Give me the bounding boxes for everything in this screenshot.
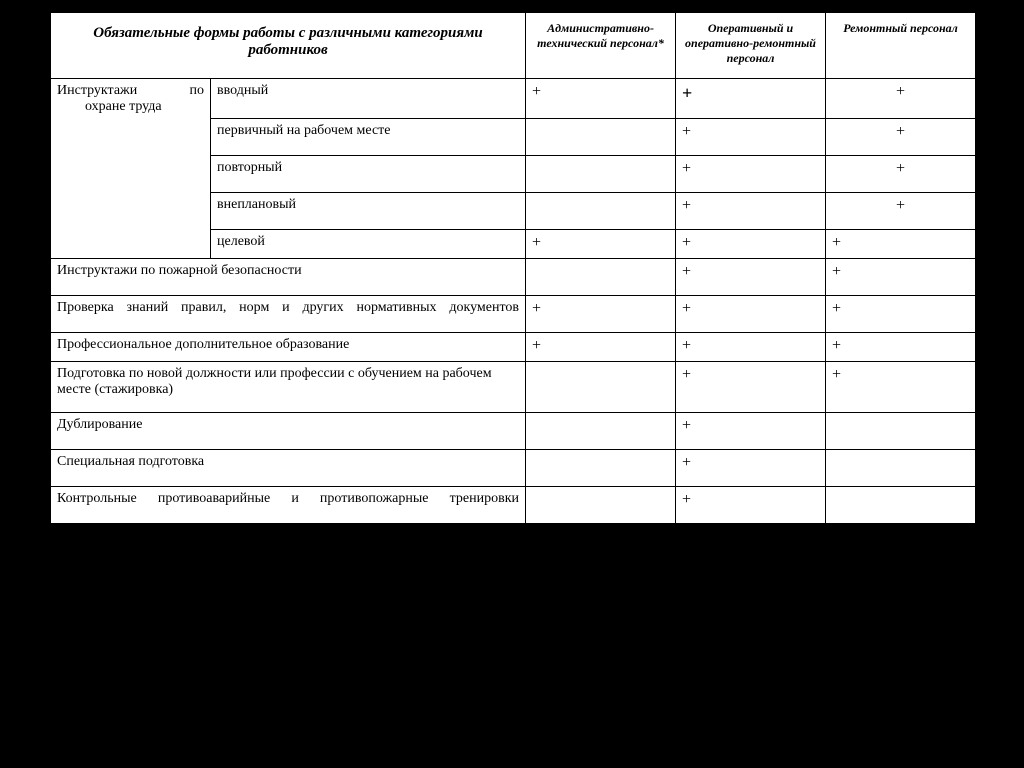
cell-label: Контрольные противоаварийные и противопо…: [51, 487, 526, 524]
header-col3: Административно-технический персонал*: [526, 13, 676, 79]
cell-mark: +: [526, 333, 676, 362]
cell-mark: [526, 450, 676, 487]
personnel-table: Обязательные формы работы с различными к…: [50, 12, 976, 524]
cell-sub: вводный: [211, 79, 526, 119]
cell-sub: повторный: [211, 156, 526, 193]
cell-label: Инструктажи по пожарной безопасности: [51, 259, 526, 296]
cell-mark: +: [826, 296, 976, 333]
table-row: Инструктажи по пожарной безопасности + +: [51, 259, 976, 296]
table-row: Инструктажи по охране труда вводный + + …: [51, 79, 976, 119]
cell-mark: +: [676, 487, 826, 524]
cell-label-text: Проверка знаний правил, норм и других но…: [57, 300, 519, 316]
cell-safety-briefings: Инструктажи по охране труда: [51, 79, 211, 259]
cell-mark: +: [676, 450, 826, 487]
cell-label: Специальная подготовка: [51, 450, 526, 487]
cell-label: Проверка знаний правил, норм и других но…: [51, 296, 526, 333]
cell-mark: +: [826, 119, 976, 156]
cell-sub: целевой: [211, 230, 526, 259]
cell-mark: +: [676, 333, 826, 362]
cell-mark: +: [676, 259, 826, 296]
cell-mark: +: [526, 296, 676, 333]
cell-mark: +: [526, 79, 676, 119]
header-col5: Ремонтный персонал: [826, 13, 976, 79]
cell-mark: +: [676, 230, 826, 259]
cell-mark: +: [676, 362, 826, 413]
cell-label-text: Подготовка по новой должности или профес…: [57, 366, 519, 398]
cell-label: Профессиональное дополнительное образова…: [51, 333, 526, 362]
label-line2: охране труда: [57, 99, 204, 115]
cell-mark: +: [826, 193, 976, 230]
cell-mark: [526, 119, 676, 156]
cell-sub: внеплановый: [211, 193, 526, 230]
cell-mark: +: [676, 193, 826, 230]
cell-mark: +: [826, 259, 976, 296]
header-main: Обязательные формы работы с различными к…: [51, 13, 526, 79]
cell-label: Подготовка по новой должности или профес…: [51, 362, 526, 413]
table-row: Контрольные противоаварийные и противопо…: [51, 487, 976, 524]
header-col4: Оперативный и оперативно-ремонтный персо…: [676, 13, 826, 79]
cell-sub: первичный на рабочем месте: [211, 119, 526, 156]
cell-label: Дублирование: [51, 413, 526, 450]
cell-mark: [826, 413, 976, 450]
cell-mark: [826, 487, 976, 524]
cell-mark: +: [676, 156, 826, 193]
cell-mark: [526, 193, 676, 230]
cell-mark: [526, 487, 676, 524]
cell-mark: [826, 450, 976, 487]
cell-mark: +: [676, 296, 826, 333]
cell-mark: +: [676, 413, 826, 450]
table-row: Подготовка по новой должности или профес…: [51, 362, 976, 413]
cell-mark: +: [826, 362, 976, 413]
cell-mark: [526, 362, 676, 413]
cell-mark: +: [826, 230, 976, 259]
table-container: Обязательные формы работы с различными к…: [50, 12, 975, 524]
table-row: Проверка знаний правил, норм и других но…: [51, 296, 976, 333]
cell-mark: [526, 413, 676, 450]
table-row: Профессиональное дополнительное образова…: [51, 333, 976, 362]
cell-mark: +: [676, 119, 826, 156]
cell-mark: +: [826, 156, 976, 193]
cell-label-text: Контрольные противоаварийные и противопо…: [57, 491, 519, 507]
cell-mark: +: [526, 230, 676, 259]
table-row: Дублирование +: [51, 413, 976, 450]
table-header-row: Обязательные формы работы с различными к…: [51, 13, 976, 79]
cell-mark: +: [676, 79, 826, 119]
label-line1: Инструктажи по: [57, 83, 204, 99]
cell-mark: [526, 259, 676, 296]
cell-mark: +: [826, 79, 976, 119]
cell-mark: [526, 156, 676, 193]
table-row: Специальная подготовка +: [51, 450, 976, 487]
cell-mark: +: [826, 333, 976, 362]
